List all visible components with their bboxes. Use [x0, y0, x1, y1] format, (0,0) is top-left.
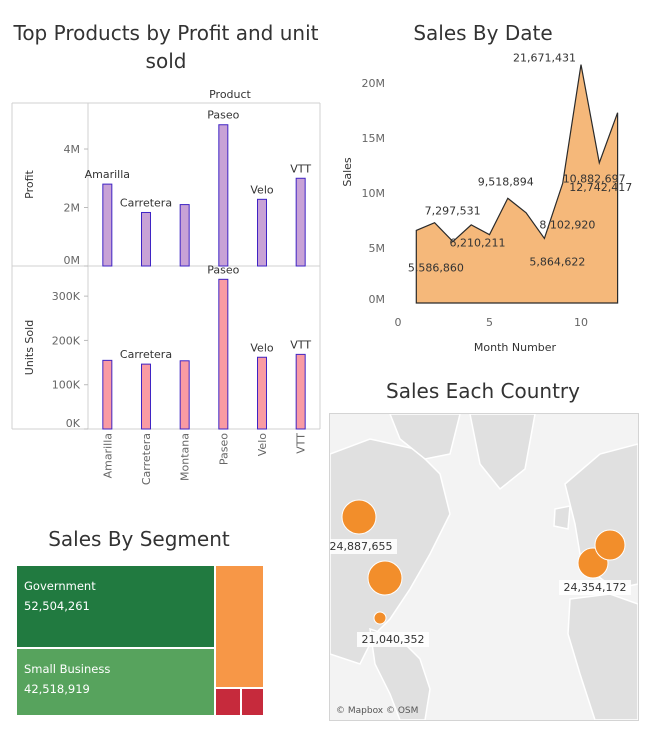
y-tick-label: 100K: [52, 379, 81, 392]
map-attribution: © Mapbox © OSM: [336, 706, 419, 716]
y-tick-label: 15M: [362, 132, 386, 145]
y-tick-label: 300K: [52, 290, 81, 303]
area-data-label: 9,518,894: [478, 175, 534, 188]
area-data-label: 7,297,531: [425, 205, 481, 218]
treemap-value-government: 52,504,261: [24, 599, 90, 613]
treemap-tile-small-business[interactable]: Small Business 42,518,919: [16, 648, 215, 716]
bar-units-paseo[interactable]: [218, 278, 229, 430]
y-tick-label: 20M: [362, 77, 386, 90]
y-tick-label: 200K: [52, 334, 81, 347]
bar-units-vtt[interactable]: [295, 353, 306, 430]
area-data-label: 5,864,622: [529, 255, 585, 268]
treemap-value-small-business: 42,518,919: [24, 682, 90, 696]
category-tick-label: Montana: [179, 433, 192, 481]
country-bubble[interactable]: [594, 529, 626, 561]
bar-units-montana[interactable]: [179, 360, 190, 430]
units-axis-title: Units Sold: [23, 320, 36, 375]
country-bubble[interactable]: [367, 560, 403, 596]
bar-profit-amarilla[interactable]: [102, 183, 113, 267]
y-tick-label: 5M: [369, 242, 386, 255]
profit-axis-title: Profit: [23, 169, 36, 198]
area-data-label: 6,210,211: [450, 237, 506, 250]
category-tick-label: Paseo: [217, 433, 230, 465]
bubble-value-label: 24,887,655: [330, 540, 393, 553]
month-axis-title: Month Number: [474, 341, 557, 354]
x-tick-label: 5: [486, 316, 493, 329]
bar-data-label: Velo: [250, 341, 273, 354]
bar-data-label: VTT: [290, 162, 311, 175]
treemap-tile-red-2[interactable]: [241, 688, 264, 716]
bar-data-label: Paseo: [207, 263, 239, 276]
area-data-label: 12,742,417: [569, 181, 632, 194]
bubble-label-bg: [357, 632, 429, 647]
area-data-label: 5,586,860: [408, 262, 464, 275]
category-tick-label: Amarilla: [101, 433, 114, 478]
sales-by-date-title: Sales By Date: [413, 21, 553, 45]
category-tick-label: VTT: [295, 433, 308, 454]
bubble-value-label: 24,354,172: [564, 581, 627, 594]
segment-treemap: Government 52,504,261 Small Business 42,…: [16, 565, 264, 716]
area-data-label: 10,882,697: [563, 172, 626, 185]
treemap-label-government: Government: [24, 579, 96, 593]
bubble-label-bg: [559, 580, 631, 595]
area-data-label: 21,671,431: [513, 52, 576, 65]
sales-each-country-title: Sales Each Country: [386, 379, 580, 403]
y-tick-label: 0M: [369, 293, 386, 306]
bar-data-label: Paseo: [207, 109, 239, 122]
bar-units-velo[interactable]: [257, 356, 267, 430]
bar-profit-velo[interactable]: [257, 198, 267, 267]
product-header-label: Product: [209, 88, 251, 101]
x-tick-label: 0: [395, 316, 402, 329]
y-tick-label: 10M: [362, 187, 386, 200]
bar-data-label: Velo: [250, 183, 273, 196]
category-tick-label: Velo: [256, 433, 269, 456]
bar-profit-vtt[interactable]: [295, 177, 306, 267]
treemap-label-small-business: Small Business: [24, 662, 111, 676]
bubble-label-bg: [330, 539, 397, 554]
treemap-tile-orange[interactable]: [215, 565, 264, 688]
sales-by-segment-title: Sales By Segment: [48, 527, 230, 551]
sales-axis-title: Sales: [341, 157, 354, 187]
y-tick-label: 2M: [64, 202, 81, 215]
bar-data-label: Carretera: [120, 196, 172, 209]
products-chart-title: Top Products by Profit and unit sold: [13, 21, 319, 73]
bar-units-carretera[interactable]: [141, 363, 151, 430]
area-data-label: 8,102,920: [539, 218, 595, 231]
bar-profit-carretera[interactable]: [141, 211, 151, 267]
map-bubbles-layer: 24,887,655 21,040,352 24,354,172: [330, 499, 631, 647]
y-tick-label: 0M: [64, 254, 81, 267]
bar-profit-montana[interactable]: [179, 204, 190, 267]
x-tick-label: 10: [574, 316, 588, 329]
treemap-tile-red-1[interactable]: [215, 688, 241, 716]
country-bubble[interactable]: [373, 611, 387, 625]
bar-data-label: Amarilla: [85, 168, 130, 181]
y-tick-label: 0K: [66, 417, 81, 430]
country-bubble[interactable]: [341, 499, 377, 535]
bar-profit-paseo[interactable]: [218, 124, 229, 267]
bar-units-amarilla[interactable]: [102, 359, 113, 430]
bar-data-label: Carretera: [120, 348, 172, 361]
bar-data-label: VTT: [290, 338, 311, 351]
bubble-value-label: 21,040,352: [362, 633, 425, 646]
y-tick-label: 4M: [64, 143, 81, 156]
category-tick-label: Carretera: [140, 433, 153, 485]
sales-area-series[interactable]: [415, 64, 619, 304]
sales-map[interactable]: 24,887,655 21,040,352 24,354,172 © Mapbox …: [329, 413, 639, 721]
treemap-tile-government[interactable]: Government 52,504,261: [16, 565, 215, 648]
